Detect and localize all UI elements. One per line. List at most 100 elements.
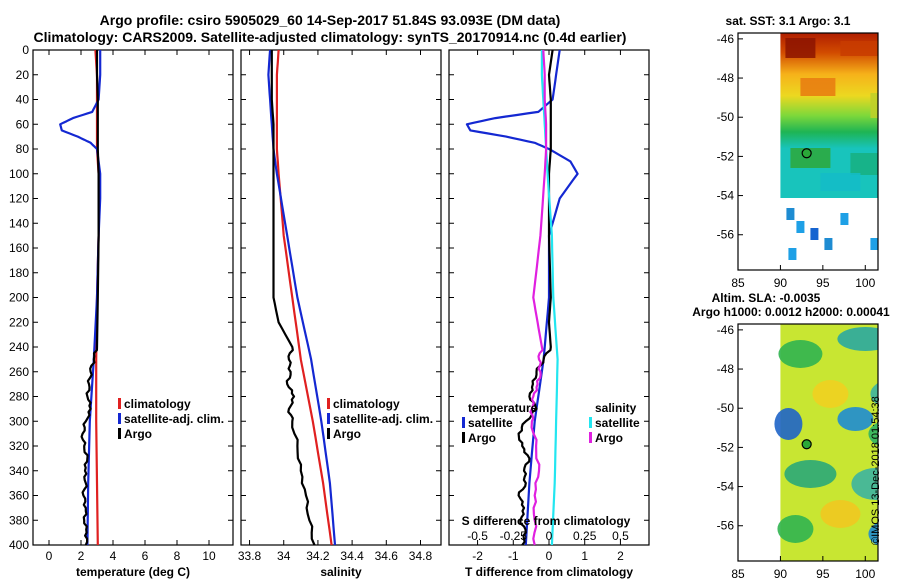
diff-xtick-label: -1 <box>508 549 519 563</box>
sal-legend-swatch <box>327 398 330 409</box>
sst-map-ytick-label: -48 <box>717 71 735 85</box>
sla-blob <box>812 380 849 408</box>
sal-diff-tick-label: 0.5 <box>612 529 629 543</box>
depth-tick-label: 300 <box>9 414 29 428</box>
depth-tick-label: 180 <box>9 266 29 280</box>
sst-patch <box>820 173 861 191</box>
diff-panel: -2 -1 0 1 2 T difference from climatology temp… <box>448 49 650 579</box>
sst-map-xtick-label: 85 <box>731 276 745 290</box>
sst-map-ytick-label: -56 <box>717 228 735 242</box>
sla-map-title: Altim. SLA: -0.0035 <box>712 291 821 305</box>
sla-map-ytick-label: -48 <box>717 362 735 376</box>
sla-blob <box>870 383 878 405</box>
sst-map-xtick-label: 100 <box>855 276 875 290</box>
sal-xtick-label: 34.4 <box>340 549 364 563</box>
sla-blob <box>778 340 823 368</box>
sal-panel: 33.8 34 34.2 34.4 34.6 34.8 salinity climatolog… <box>238 49 442 579</box>
temp-xtick-label: 0 <box>46 549 53 563</box>
sal-xtick-label: 34 <box>277 549 291 563</box>
sal-legend-label: satellite-adj. clim. <box>333 412 433 426</box>
diff-xtick-label: -2 <box>472 549 483 563</box>
sla-blob <box>837 327 878 351</box>
sst-cell <box>810 228 819 240</box>
sla-map-xtick-label: 100 <box>855 567 875 580</box>
sst-map-ytick-label: -52 <box>717 149 735 163</box>
sal-legend-label: climatology <box>333 397 400 411</box>
sal-xtick-label: 34.6 <box>375 549 399 563</box>
sla-blob <box>868 522 878 546</box>
temp-xlabel: temperature (deg C) <box>76 565 190 579</box>
sal-legend-label: satellite <box>595 416 640 430</box>
diff-series-line-0 <box>465 49 579 546</box>
diff-series-line-2 <box>540 50 559 546</box>
sst-map-ytick-label: -54 <box>717 189 735 203</box>
sla-blob <box>837 407 874 431</box>
depth-tick-label: 40 <box>16 93 30 107</box>
depth-tick-label: 0 <box>22 43 29 57</box>
sal-xtick-label: 33.8 <box>238 549 262 563</box>
temp-xtick-label: 4 <box>110 549 117 563</box>
sla-argo-position-marker <box>801 439 812 450</box>
depth-tick-label: 360 <box>9 489 29 503</box>
sal-legend-title: salinity <box>595 401 637 415</box>
sst-cell <box>885 233 893 245</box>
temp-xtick-label: 10 <box>202 549 216 563</box>
sst-cell <box>840 213 849 225</box>
sla-map-ytick-label: -52 <box>717 440 735 454</box>
sla-map-xtick-label: 90 <box>774 567 788 580</box>
sst-cell <box>895 243 900 255</box>
depth-tick-label: 140 <box>9 216 29 230</box>
sst-patch <box>850 153 878 175</box>
temp-panel: 0204060801001201401601802002202402602803… <box>9 43 234 579</box>
sal-legend-label: Argo <box>595 431 623 445</box>
temp-legend-title: temperature <box>468 401 538 415</box>
sst-map-xtick-label: 90 <box>774 276 788 290</box>
sla-map-xtick-label: 85 <box>731 567 745 580</box>
temp-legend-label: satellite <box>468 416 513 430</box>
depth-tick-label: 100 <box>9 167 29 181</box>
sst-map-xtick-label: 95 <box>816 276 830 290</box>
depth-tick-label: 240 <box>9 340 29 354</box>
depth-tick-label: 60 <box>16 117 30 131</box>
diff-xlabel: T difference from climatology <box>465 565 633 579</box>
temp-legend-swatch <box>118 428 121 439</box>
temp-legend-swatch <box>462 432 465 443</box>
depth-tick-label: 280 <box>9 390 29 404</box>
sal-diff-tick-label: 0 <box>546 529 553 543</box>
sst-patch <box>870 93 878 118</box>
sal-diff-tick-label: -0.5 <box>467 529 488 543</box>
depth-tick-label: 20 <box>16 68 30 82</box>
depth-tick-label: 200 <box>9 291 29 305</box>
sla-blob <box>777 515 814 543</box>
depth-tick-label: 340 <box>9 464 29 478</box>
sal-legend-swatch <box>589 417 592 428</box>
sal-legend-swatch <box>589 432 592 443</box>
diff-xtick-label: 2 <box>617 549 624 563</box>
sst-map: sat. SST: 3.1 Argo: 3.1 -46 -48 -50 -52 -54 -5… <box>717 14 900 290</box>
timestamp-stamp: ©IMOS 13-Dec-2018 01:54:38 <box>870 396 882 545</box>
temp-series-line-1 <box>59 50 102 546</box>
temp-legend-label: satellite-adj. clim. <box>124 412 224 426</box>
sst-patch <box>800 78 836 96</box>
temp-series-line-2 <box>80 50 100 546</box>
sal-xtick-label: 34.2 <box>306 549 330 563</box>
sst-patch <box>840 41 878 56</box>
temp-legend-label: climatology <box>124 397 191 411</box>
sla-map-subtitle: Argo h1000: 0.0012 h2000: 0.00041 <box>692 305 890 319</box>
depth-tick-label: 320 <box>9 439 29 453</box>
depth-tick-label: 400 <box>9 538 29 552</box>
sla-map-field <box>774 324 878 561</box>
sal-series-line-1 <box>267 49 337 546</box>
sst-cell <box>796 221 805 233</box>
depth-tick-label: 120 <box>9 192 29 206</box>
temp-legend-label: Argo <box>468 431 496 445</box>
sst-cell <box>870 238 878 250</box>
diff-xtick-label: 0 <box>546 549 553 563</box>
sla-blob <box>868 422 878 446</box>
sst-map-field <box>780 33 900 270</box>
sal-series-line-0 <box>275 49 333 546</box>
sla-map-xtick-label: 95 <box>816 567 830 580</box>
sla-map-frame <box>737 323 879 562</box>
